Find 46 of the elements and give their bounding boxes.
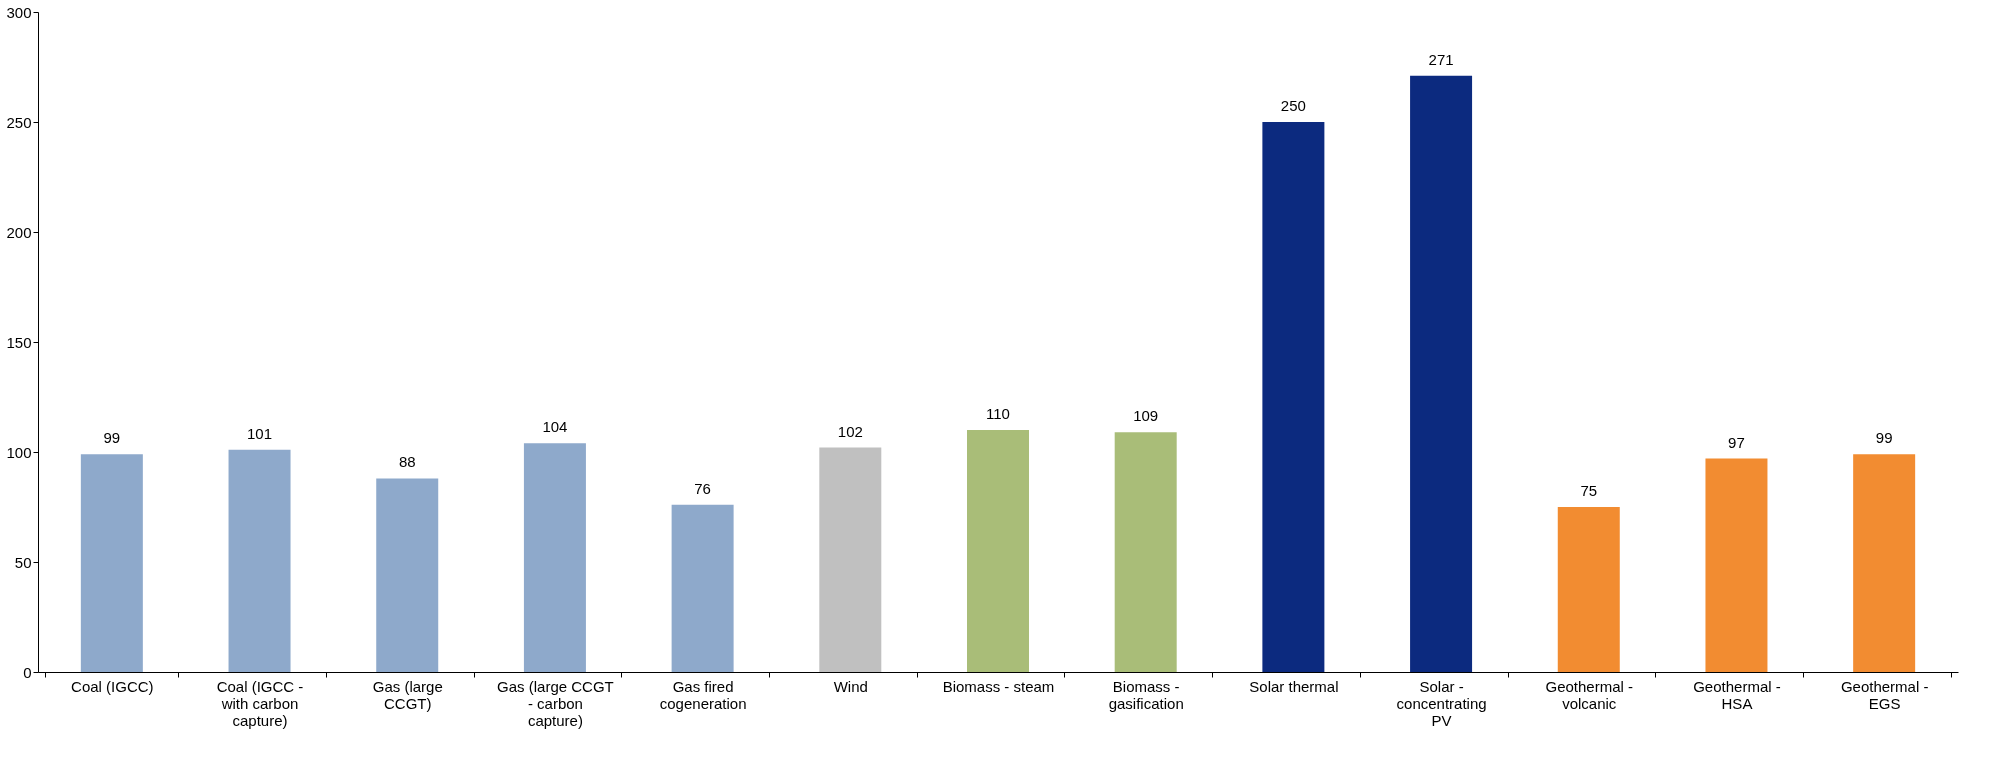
x-tick-label: Gas fired cogeneration bbox=[659, 677, 747, 712]
bar bbox=[376, 478, 439, 672]
bar bbox=[1262, 122, 1325, 672]
data-label: 109 bbox=[1133, 407, 1159, 425]
x-tick-label: Gas (large CCGT - carbon capture) bbox=[497, 677, 614, 729]
data-label: 99 bbox=[103, 429, 121, 447]
bar bbox=[1114, 432, 1177, 672]
data-label: 99 bbox=[1875, 429, 1893, 447]
x-tick-label: Solar - concentrating PV bbox=[1396, 677, 1487, 729]
data-label: 271 bbox=[1428, 50, 1454, 68]
x-tick-label: Coal (IGCC - with carbon capture) bbox=[216, 677, 304, 729]
x-tick-label: Geothermal - HSA bbox=[1693, 677, 1781, 712]
data-label: 75 bbox=[1580, 482, 1598, 499]
x-tick-label: Solar thermal bbox=[1249, 677, 1339, 695]
y-tick-label: 100 bbox=[6, 443, 32, 461]
y-tick-label: 250 bbox=[6, 113, 32, 131]
x-tick-label: Geothermal - volcanic bbox=[1545, 677, 1634, 712]
bar bbox=[228, 449, 291, 672]
y-tick-label: 150 bbox=[6, 333, 32, 351]
y-tick-label: 0 bbox=[23, 663, 32, 681]
bar bbox=[967, 430, 1029, 672]
bar bbox=[523, 443, 586, 672]
bar bbox=[80, 454, 143, 672]
data-label: 97 bbox=[1728, 433, 1745, 451]
data-label: 104 bbox=[542, 418, 568, 436]
data-label: 250 bbox=[1280, 97, 1306, 114]
data-label: 76 bbox=[694, 479, 711, 497]
x-tick-label: Biomass - steam bbox=[942, 677, 1055, 695]
x-tick-label: Gas (large CCGT) bbox=[372, 677, 443, 712]
bar bbox=[1410, 75, 1473, 672]
x-tick-label: Coal (IGCC) bbox=[71, 677, 154, 695]
data-label: 88 bbox=[398, 453, 416, 471]
y-tick-label: 50 bbox=[14, 553, 32, 571]
data-label: 110 bbox=[986, 405, 1010, 422]
bar bbox=[671, 504, 734, 672]
x-tick-label: Wind bbox=[833, 677, 868, 695]
data-label: 102 bbox=[837, 422, 863, 440]
x-tick-label: Geothermal - EGS bbox=[1840, 677, 1929, 712]
x-tick-label: Biomass - gasification bbox=[1108, 677, 1184, 712]
bar bbox=[1705, 458, 1768, 672]
y-tick-label: 300 bbox=[6, 3, 32, 21]
y-tick-label: 200 bbox=[6, 223, 32, 241]
bar bbox=[819, 447, 882, 672]
bar bbox=[1557, 507, 1620, 672]
bar bbox=[1853, 454, 1916, 672]
data-label: 101 bbox=[247, 424, 273, 442]
